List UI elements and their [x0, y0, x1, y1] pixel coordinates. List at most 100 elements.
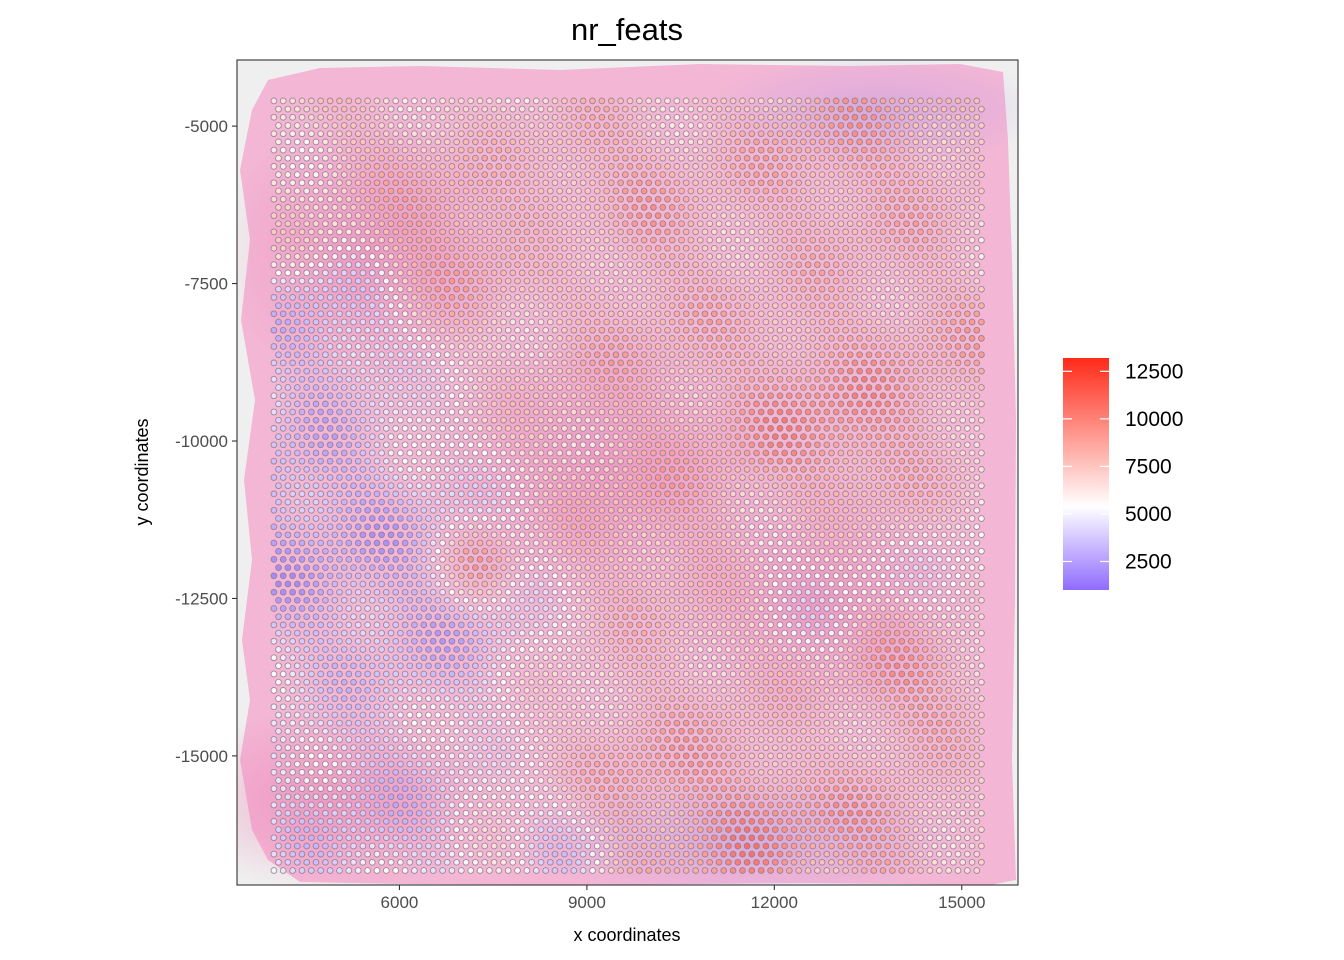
data-point	[472, 236, 479, 244]
data-point	[312, 122, 320, 129]
data-point	[556, 154, 564, 162]
data-point	[640, 204, 648, 211]
data-point	[279, 359, 287, 367]
data-point	[561, 277, 568, 285]
data-point	[692, 408, 699, 416]
data-point	[734, 580, 742, 588]
data-point	[720, 113, 728, 121]
data-point	[785, 326, 793, 334]
data-point	[743, 515, 751, 522]
data-point	[790, 515, 798, 522]
data-point	[875, 138, 882, 146]
data-point	[626, 621, 634, 629]
data-point	[270, 244, 278, 252]
data-point	[659, 629, 667, 637]
data-point	[317, 490, 325, 498]
data-point	[715, 531, 723, 539]
data-point	[378, 384, 385, 391]
data-point	[701, 392, 709, 400]
data-point	[570, 146, 578, 154]
data-point	[593, 138, 601, 146]
data-point	[397, 351, 404, 359]
data-point	[870, 212, 878, 219]
data-point	[917, 212, 924, 219]
data-point	[734, 171, 742, 178]
data-point	[561, 146, 568, 154]
data-point	[800, 466, 807, 473]
data-point	[706, 318, 714, 326]
data-point	[935, 212, 943, 219]
data-point	[308, 556, 315, 563]
data-point	[523, 621, 531, 629]
data-point	[739, 490, 746, 498]
data-point	[973, 294, 981, 301]
data-point	[893, 384, 901, 391]
data-point	[640, 400, 648, 408]
data-point	[678, 187, 685, 195]
data-point	[917, 490, 924, 498]
data-point	[542, 605, 550, 612]
data-point	[561, 621, 568, 629]
data-point	[293, 285, 301, 293]
data-point	[490, 515, 498, 522]
data-point	[931, 138, 938, 146]
data-point	[312, 580, 320, 588]
data-point	[696, 515, 704, 522]
data-point	[443, 285, 451, 293]
data-point	[884, 154, 892, 162]
data-point	[420, 375, 428, 383]
data-point	[907, 523, 915, 531]
data-point	[734, 138, 742, 146]
data-point	[378, 596, 385, 604]
data-point	[800, 351, 807, 359]
data-point	[284, 482, 292, 490]
data-point	[448, 294, 456, 301]
data-point	[621, 482, 629, 490]
data-point	[842, 294, 849, 301]
data-point	[832, 408, 840, 416]
data-point	[884, 531, 892, 539]
data-point	[593, 547, 601, 555]
data-point	[457, 195, 465, 203]
data-point	[757, 130, 765, 138]
data-point	[692, 539, 699, 547]
data-point	[523, 179, 531, 187]
data-point	[490, 629, 498, 637]
data-point	[664, 195, 671, 203]
data-point	[298, 277, 306, 285]
data-point	[575, 416, 582, 424]
data-point	[800, 269, 807, 277]
data-point	[945, 97, 952, 105]
data-point	[884, 105, 892, 113]
data-point	[687, 122, 695, 129]
data-point	[715, 580, 723, 588]
data-point	[706, 613, 714, 621]
data-point	[579, 130, 587, 138]
data-point	[490, 466, 498, 473]
data-point	[528, 367, 535, 375]
data-point	[575, 154, 582, 162]
data-point	[514, 441, 521, 449]
data-point	[870, 441, 878, 449]
data-point	[734, 547, 742, 555]
data-point	[978, 154, 985, 162]
data-point	[298, 588, 306, 596]
data-point	[631, 416, 639, 424]
data-point	[411, 441, 418, 449]
data-point	[851, 506, 859, 514]
data-point	[659, 335, 667, 342]
data-point	[528, 122, 535, 129]
data-point	[785, 572, 793, 580]
data-point	[636, 588, 643, 596]
data-point	[664, 212, 671, 219]
data-point	[828, 433, 835, 440]
data-point	[743, 187, 751, 195]
data-point	[687, 236, 695, 244]
data-point	[551, 343, 559, 350]
data-point	[898, 605, 906, 612]
data-point	[448, 474, 456, 481]
data-point	[748, 212, 756, 219]
data-point	[603, 580, 610, 588]
data-point	[978, 596, 985, 604]
data-point	[917, 556, 924, 563]
